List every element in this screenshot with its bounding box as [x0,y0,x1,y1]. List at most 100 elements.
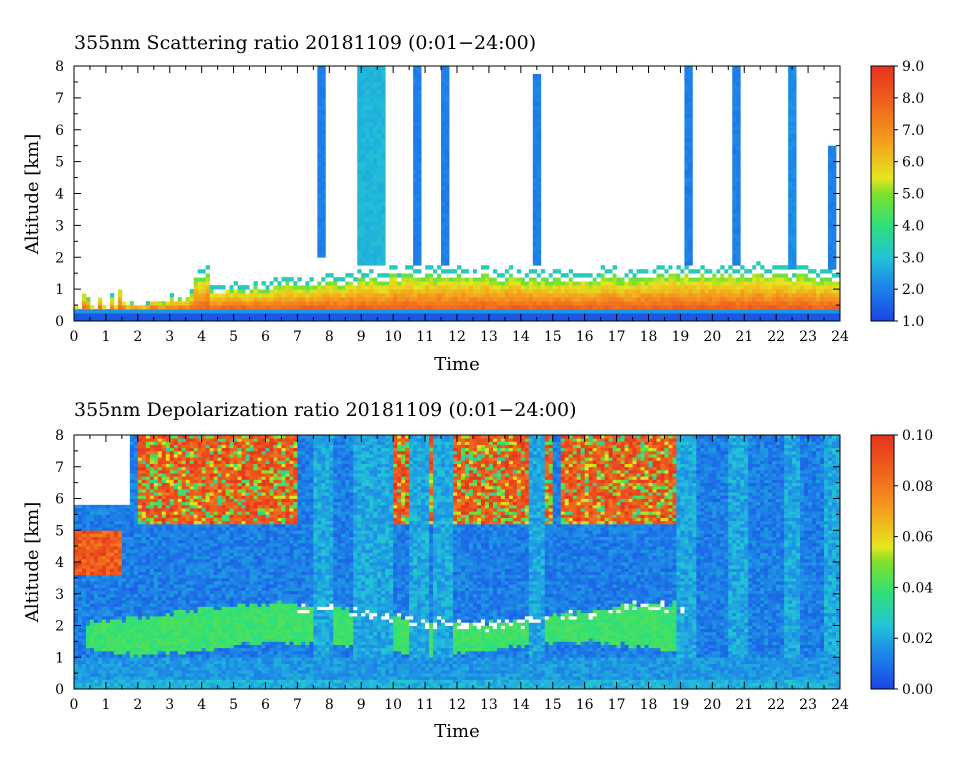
heatmap-cell [788,117,793,123]
heatmap-cell [117,657,123,661]
heatmap-cell [756,277,761,282]
heatmap-cell [504,269,510,274]
heatmap-cell [684,101,689,107]
heatmap-cell [728,297,733,302]
heatmap-cell [724,317,729,321]
heatmap-cell [149,574,155,579]
heatmap-cell [77,654,83,658]
heatmap-cell [788,285,793,290]
heatmap-cell [796,313,801,318]
heatmap-cell [141,628,147,633]
heatmap-cell [245,317,250,321]
heatmap-cell [377,305,382,310]
heatmap-cell [117,638,123,642]
heatmap-cell [377,73,382,79]
heatmap-cell [113,622,119,626]
heatmap-cell [600,313,606,318]
heatmap-cell [117,552,123,557]
heatmap-cell [145,438,151,442]
heatmap-cell [77,549,83,553]
heatmap-cell [832,301,837,306]
heatmap-cell [121,676,127,680]
heatmap-cell [293,293,298,298]
heatmap-cell [764,297,769,302]
heatmap-cell [153,650,159,655]
heatmap-cell [377,153,382,159]
heatmap-cell [357,249,362,254]
heatmap-cell [381,237,386,242]
heatmap-cell [828,305,833,310]
heatmap-cell [309,281,314,286]
heatmap-cell [752,305,757,310]
heatmap-cell [137,673,143,677]
heatmap-cell [676,313,681,318]
heatmap-cell [97,638,103,642]
heatmap-cell [413,137,418,143]
heatmap-cell [361,93,366,99]
heatmap-cell [732,181,737,186]
heatmap-cell [788,165,793,170]
heatmap-cell [105,514,111,518]
heatmap-cell [121,517,127,522]
heatmap-cell [129,666,135,671]
heatmap-cell [816,309,821,314]
heatmap-cell [137,654,143,658]
heatmap-cell [133,628,139,633]
heatmap-cell [157,542,163,547]
heatmap-cell [445,69,450,75]
heatmap-cell [720,289,725,294]
heatmap-cell [532,189,538,194]
heatmap-cell [145,685,151,689]
heatmap-cell [85,603,91,607]
heatmap-cell [93,542,99,547]
heatmap-cell [604,309,609,314]
heatmap-cell [636,317,641,321]
heatmap-cell [74,622,79,626]
heatmap-cell [249,301,254,306]
heatmap-cell [668,289,673,294]
heatmap-cell [289,281,294,286]
heatmap-cell [301,289,306,294]
heatmap-cell [81,514,87,518]
heatmap-cell [453,273,458,278]
heatmap-cell [93,657,99,661]
heatmap-cell [373,117,378,123]
heatmap-cell [381,69,386,75]
heatmap-cell [373,241,378,246]
heatmap-cell [409,317,414,321]
heatmap-cell [113,593,119,598]
heatmap-cell [121,660,127,664]
heatmap-cell [133,313,139,318]
heatmap-cell [736,145,741,151]
heatmap-cell [788,245,793,250]
heatmap-cell [692,305,697,310]
heatmap-cell [676,293,681,298]
heatmap-cell [445,281,450,286]
heatmap-cell [788,153,793,159]
heatmap-cell [680,277,685,282]
heatmap-cell [393,317,398,321]
heatmap-cell [680,297,685,302]
heatmap-cell [317,245,322,250]
heatmap-cell [732,141,737,147]
heatmap-cell [137,650,143,655]
heatmap-cell [800,317,805,321]
heatmap-cell [576,305,582,310]
heatmap-cell [353,309,358,314]
heatmap-cell [768,301,773,306]
heatmap-cell [600,317,606,321]
heatmap-cell [85,673,91,677]
heatmap-cell [149,619,155,623]
heatmap-cell [413,309,418,314]
heatmap-cell [836,301,840,306]
heatmap-cell [684,317,689,321]
heatmap-cell [496,281,502,286]
heatmap-cell [93,685,99,689]
heatmap-cell [97,596,103,601]
heatmap-cell [369,213,374,218]
heatmap-cell [137,317,143,321]
heatmap-cell [604,313,609,318]
heatmap-cell [612,293,617,298]
heatmap-cell [417,149,422,155]
heatmap-cell [532,153,538,159]
